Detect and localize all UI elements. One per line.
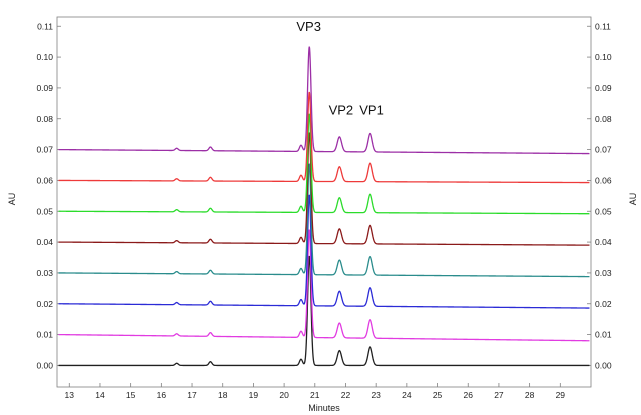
x-tick-label: 22 xyxy=(341,390,351,400)
series-line-8 xyxy=(58,46,590,155)
y-tick-label-right: 0.04 xyxy=(595,237,612,247)
y-tick-label-right: 0.09 xyxy=(595,83,612,93)
x-tick-label: 26 xyxy=(464,390,474,400)
y-tick-label-left: 0.00 xyxy=(36,360,53,370)
x-tick-label: 15 xyxy=(126,390,136,400)
y-tick-label-left: 0.08 xyxy=(36,114,53,124)
y-tick-label-right: 0.08 xyxy=(595,114,612,124)
x-tick-label: 21 xyxy=(310,390,320,400)
y-tick-label-left: 0.02 xyxy=(36,299,53,309)
x-tick-label: 14 xyxy=(95,390,105,400)
x-tick-label: 16 xyxy=(157,390,167,400)
y-tick-label-right: 0.11 xyxy=(595,21,611,31)
series-line-2 xyxy=(58,229,590,342)
peak-label-vp2: VP2 xyxy=(329,103,354,118)
y-axis-title-left: AU xyxy=(7,193,17,206)
series-line-5 xyxy=(58,132,590,246)
y-tick-label-left: 0.10 xyxy=(36,52,53,62)
x-tick-label: 23 xyxy=(371,390,381,400)
x-tick-label: 24 xyxy=(402,390,412,400)
series-line-6 xyxy=(58,113,590,215)
y-tick-label-left: 0.04 xyxy=(36,237,53,247)
y-tick-label-left: 0.11 xyxy=(37,21,53,31)
series-line-7 xyxy=(58,91,590,184)
x-tick-label: 25 xyxy=(433,390,443,400)
y-tick-label-left: 0.01 xyxy=(36,330,53,340)
y-tick-label-left: 0.05 xyxy=(36,206,53,216)
x-axis-title: Minutes xyxy=(308,403,340,413)
y-axis-title-right: AU xyxy=(628,193,638,206)
series-line-4 xyxy=(58,163,590,278)
x-tick-label: 18 xyxy=(218,390,228,400)
plot-frame xyxy=(56,16,592,388)
x-tick-label: 20 xyxy=(279,390,289,400)
y-tick-label-left: 0.09 xyxy=(36,83,53,93)
y-tick-label-right: 0.00 xyxy=(595,360,612,370)
y-tick-label-right: 0.01 xyxy=(595,330,612,340)
x-tick-label: 17 xyxy=(187,390,197,400)
peak-label-vp1: VP1 xyxy=(359,103,384,118)
y-tick-label-right: 0.05 xyxy=(595,206,612,216)
series-layer xyxy=(58,46,590,367)
peak-label-vp3: VP3 xyxy=(296,19,321,34)
x-tick-label: 27 xyxy=(494,390,504,400)
peak-labels: VP3 VP2 VP1 xyxy=(296,19,383,118)
y-tick-label-left: 0.03 xyxy=(36,268,53,278)
x-tick-label: 19 xyxy=(249,390,259,400)
y-tick-label-right: 0.07 xyxy=(595,145,612,155)
series-line-3 xyxy=(58,194,590,309)
x-tick-label: 29 xyxy=(556,390,566,400)
y-tick-label-right: 0.03 xyxy=(595,268,612,278)
axis-ticks: 13 14 15 16 17 18 19 20 21 22 23 24 25 26 27 28 29 0.00 0.… xyxy=(36,21,611,400)
y-tick-label-left: 0.07 xyxy=(36,145,53,155)
y-tick-label-right: 0.10 xyxy=(595,52,612,62)
y-tick-label-right: 0.02 xyxy=(595,299,612,309)
y-tick-label-right: 0.06 xyxy=(595,175,612,185)
y-tick-label-left: 0.06 xyxy=(36,175,53,185)
x-tick-label: 28 xyxy=(525,390,535,400)
series-line-1 xyxy=(58,255,590,367)
x-tick-label: 13 xyxy=(65,390,75,400)
